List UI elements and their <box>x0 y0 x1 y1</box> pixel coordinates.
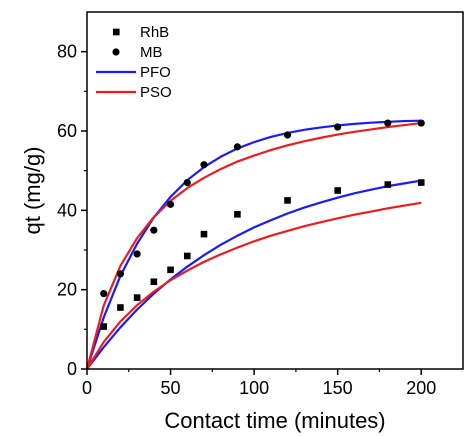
x-tick-label: 100 <box>239 378 269 398</box>
mb-point <box>166 200 175 208</box>
axes-frame <box>86 11 464 370</box>
y-tick-label: 80 <box>57 42 77 62</box>
x-axis-title: Contact time (minutes) <box>164 408 385 433</box>
x-tick-label: 200 <box>406 378 436 398</box>
pfo-curve-2 <box>85 119 422 370</box>
legend-pso-label: PSO <box>140 84 172 101</box>
rhb-point <box>284 197 291 204</box>
mb-point <box>417 119 425 127</box>
rhb-point <box>133 294 141 301</box>
mb-point <box>183 178 191 187</box>
x-tick-label: 50 <box>161 378 181 398</box>
y-tick-label: 20 <box>57 280 77 300</box>
rhb-point <box>117 304 124 311</box>
rhb-point <box>167 266 174 274</box>
rhb-point <box>234 211 241 218</box>
legend-pfo-label: PFO <box>140 64 171 81</box>
plot-area <box>87 12 463 369</box>
x-tick-label: 150 <box>323 378 353 398</box>
legend-mb-marker <box>112 48 120 56</box>
pso-curve-2 <box>85 121 422 370</box>
mb-point <box>233 143 241 151</box>
rhb-point <box>384 181 392 188</box>
legend-rhb-label: RhB <box>140 24 169 41</box>
pfo-curve-1 <box>86 179 422 370</box>
mb-point <box>116 270 125 278</box>
axes-layer: 0 50 100 150 200 0 20 40 60 80 <box>57 11 464 398</box>
mb-point <box>150 226 158 234</box>
legend-mb-label: MB <box>140 44 163 61</box>
mb-point <box>283 131 292 139</box>
y-axis-title: qt (mg/g) <box>20 146 45 234</box>
rhb-point <box>200 230 208 238</box>
rhb-point <box>334 187 341 194</box>
y-tick-label: 0 <box>67 359 77 379</box>
rhb-point <box>100 323 108 330</box>
mb-point <box>100 290 108 298</box>
legend-rhb-marker <box>113 28 120 36</box>
mb-point <box>334 123 342 131</box>
plot-background <box>87 12 463 369</box>
rhb-point <box>417 179 425 186</box>
mb-point <box>200 161 208 169</box>
mb-point <box>133 250 141 258</box>
pso-curve-1 <box>86 201 422 370</box>
y-tick-label: 40 <box>57 200 77 220</box>
legend: RhB MB PFO PSO <box>96 24 172 101</box>
mb-point <box>384 119 392 127</box>
y-tick-label: 60 <box>57 121 77 141</box>
rhb-point <box>150 278 158 286</box>
rhb-point <box>183 252 191 260</box>
series-layer <box>85 119 425 370</box>
x-tick-label: 0 <box>82 378 92 398</box>
